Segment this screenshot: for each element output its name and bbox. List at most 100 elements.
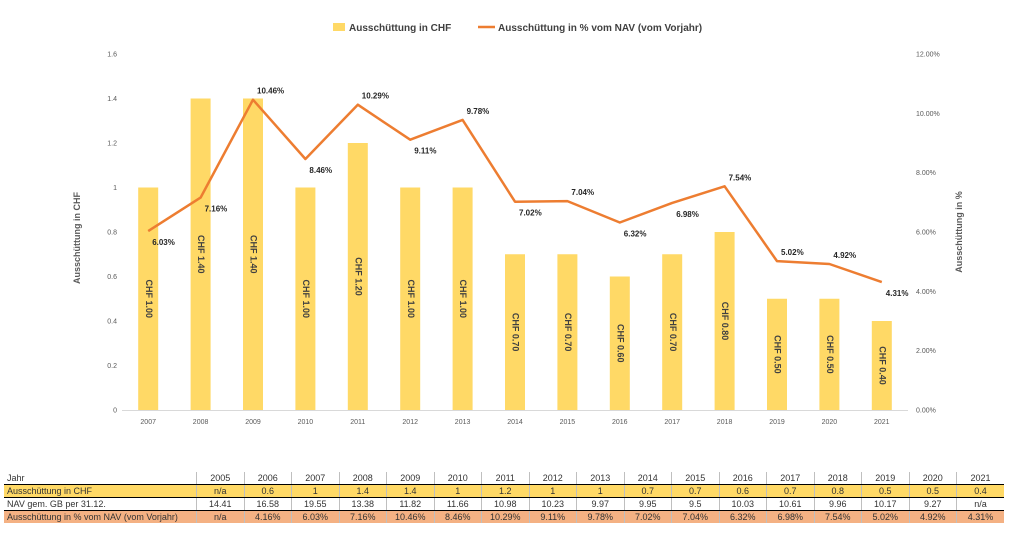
line-data-label: 4.92%	[833, 251, 856, 260]
table-cell: 2011	[481, 472, 530, 485]
table-cell: 8.46%	[434, 510, 482, 523]
table-cell: 4.16%	[244, 510, 292, 523]
table-cell: 0.7	[766, 484, 815, 498]
table-cell: 7.02%	[624, 510, 672, 523]
row-label: Jahr	[4, 472, 197, 485]
table-cell: 9.96	[814, 497, 862, 511]
table-cell: 1	[576, 484, 625, 498]
table-cell: 2013	[576, 472, 625, 485]
x-tick-label: 2015	[560, 419, 576, 426]
y-tick-label: 0	[113, 408, 117, 415]
table-cell: 10.61	[766, 497, 815, 511]
y2-tick-label: 0.00%	[916, 408, 936, 415]
legend-swatch-bar	[333, 23, 345, 31]
y-axis-left: 0 0.2 0.4 0.6 0.8 1 1.2 1.4 1.6	[107, 52, 117, 415]
table-cell: n/a	[196, 510, 245, 523]
bar-data-label: CHF 1.00	[406, 279, 416, 318]
bar-data-label: CHF 1.40	[196, 235, 206, 274]
line-data-label: 9.11%	[414, 147, 436, 156]
bar	[190, 98, 211, 410]
y-tick-label: 0.4	[107, 319, 117, 326]
table-cell: 0.6	[719, 484, 767, 498]
bar	[767, 298, 787, 410]
bar	[871, 321, 892, 410]
line-data-label: 9.78%	[467, 107, 490, 116]
bar-data-label: CHF 1.40	[249, 235, 259, 274]
y-tick-label: 0.8	[107, 230, 117, 237]
y-tick-label: 0.6	[107, 274, 117, 281]
table-cell: 2006	[244, 472, 292, 485]
x-tick-label: 2020	[822, 419, 838, 426]
bar	[138, 187, 159, 410]
x-tick-label: 2011	[350, 419, 365, 426]
y2-tick-label: 6.00%	[916, 230, 936, 237]
bar	[505, 254, 525, 410]
table-cell: 10.29%	[481, 510, 530, 523]
line-data-label: 8.46%	[309, 166, 332, 175]
table-cell: 0.7	[624, 484, 672, 498]
legend-label-bar: Ausschüttung in CHF	[349, 23, 451, 34]
table-cell: 2010	[434, 472, 482, 485]
bar-data-label: CHF 1.00	[458, 279, 468, 318]
table-cell: 2016	[719, 472, 767, 485]
table-cell: 2014	[624, 472, 672, 485]
table-cell: 2018	[814, 472, 862, 485]
table-cell: 19.55	[291, 497, 340, 511]
row-nav: NAV gem. GB per 31.12. 14.41 16.58 19.55 13.…	[4, 497, 1004, 511]
bar	[714, 232, 735, 410]
table-cell: 9.78%	[576, 510, 625, 523]
line-data-label: 10.46%	[257, 87, 284, 96]
bar	[557, 254, 578, 410]
table-cell: 7.54%	[814, 510, 862, 523]
line-data-label: 6.32%	[624, 230, 647, 239]
table-cell: 2009	[386, 472, 435, 485]
bar	[347, 143, 368, 410]
table-cell: 9.27	[909, 497, 957, 511]
line-data-labels: 6.03% 7.16% 10.46% 8.46% 10.29% 9.11% 9.78% 7.0…	[152, 87, 908, 298]
table-cell: 0.5	[861, 484, 910, 498]
row-label: NAV gem. GB per 31.12.	[4, 497, 197, 511]
table-cell: 2015	[671, 472, 720, 485]
table-cell: 7.16%	[339, 510, 387, 523]
combo-chart: Ausschüttung in CHF Ausschüttung in % vo…	[72, 23, 964, 426]
bar-data-label: CHF 0.50	[773, 335, 783, 374]
table-cell: 4.92%	[909, 510, 957, 523]
table-cell: 1	[434, 484, 482, 498]
x-axis: 2007 2008 2009 2010 2011 2012 2013 2014 2015 2016…	[140, 419, 889, 426]
y-tick-label: 1.6	[107, 52, 117, 59]
bar	[662, 254, 683, 410]
x-tick-label: 2021	[874, 419, 890, 426]
table-cell: 11.82	[386, 497, 435, 511]
line-data-label: 5.02%	[781, 248, 804, 257]
table-cell: 10.17	[861, 497, 910, 511]
y2-tick-label: 12.00%	[916, 52, 940, 59]
table-cell: 11.66	[434, 497, 482, 511]
x-tick-label: 2010	[298, 419, 314, 426]
table-cell: 2020	[909, 472, 957, 485]
line-data-label: 6.03%	[152, 238, 175, 247]
table-cell: 2021	[956, 472, 1004, 485]
bar-data-label: CHF 1.00	[144, 279, 154, 318]
legend-label-line: Ausschüttung in % vom NAV (vom Vorjahr)	[498, 23, 702, 34]
table-cell: 1	[291, 484, 340, 498]
line-data-label: 6.98%	[676, 210, 699, 219]
y-tick-label: 1.4	[107, 96, 117, 103]
table-cell: n/a	[196, 484, 245, 498]
table-cell: 0.5	[909, 484, 957, 498]
table-cell: 2005	[196, 472, 245, 485]
table-cell: 10.98	[481, 497, 530, 511]
x-tick-label: 2017	[664, 419, 680, 426]
line-series	[147, 98, 883, 284]
table-cell: 9.97	[576, 497, 625, 511]
y2-tick-label: 4.00%	[916, 289, 936, 296]
bar	[452, 187, 473, 410]
y2-tick-label: 2.00%	[916, 348, 936, 355]
bar	[819, 298, 840, 410]
line-data-label: 10.29%	[362, 92, 389, 101]
line-data-label: 7.02%	[519, 209, 542, 218]
table-cell: 16.58	[244, 497, 292, 511]
header-row: Jahr 2005 2006 2007 2008 2009 2010 2011 2012 2013…	[4, 472, 1004, 485]
table-cell: 10.46%	[386, 510, 435, 523]
bar	[400, 187, 421, 410]
x-tick-label: 2012	[402, 419, 418, 426]
